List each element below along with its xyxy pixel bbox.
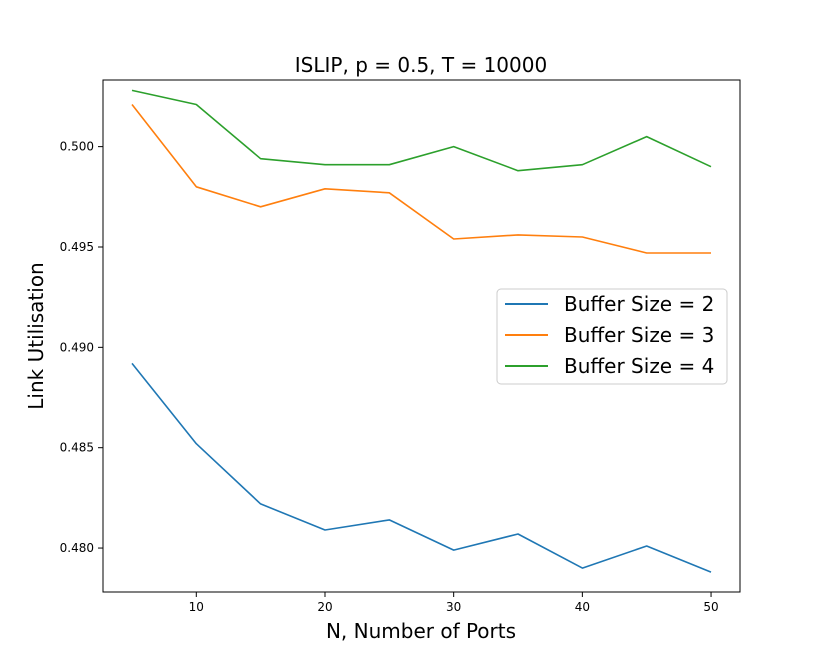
x-tick-label: 50 — [703, 600, 718, 614]
series-line-buffer-size-2 — [131, 362, 712, 573]
x-tick-label: 20 — [317, 600, 332, 614]
x-tick-label: 30 — [446, 600, 461, 614]
series-line-buffer-size-3 — [131, 104, 711, 254]
y-tick-label: 0.495 — [60, 240, 94, 254]
legend-label-buffer-size-2: Buffer Size = 2 — [564, 292, 714, 316]
series-line-buffer-size-4 — [131, 89, 712, 172]
y-tick-label: 0.500 — [60, 140, 94, 154]
y-tick-label: 0.480 — [60, 541, 94, 555]
legend: Buffer Size = 2 Buffer Size = 3 Buffer Siz… — [496, 288, 728, 385]
chart-title: ISLIP, p = 0.5, T = 10000 — [295, 53, 547, 77]
legend-box — [496, 288, 728, 385]
y-axis-ticks: 0.480 0.485 0.490 0.495 0.500 — [60, 140, 103, 555]
y-axis-label: Link Utilisation — [24, 262, 48, 409]
legend-label-buffer-size-4: Buffer Size = 4 — [564, 354, 714, 378]
plot-area-frame — [102, 79, 741, 593]
x-tick-label: 10 — [189, 600, 204, 614]
x-axis-ticks: 10 20 30 40 50 — [189, 592, 719, 614]
x-axis-label: N, Number of Ports — [326, 619, 516, 643]
x-tick-label: 40 — [575, 600, 590, 614]
y-tick-label: 0.485 — [60, 441, 94, 455]
y-tick-label: 0.490 — [60, 340, 94, 354]
legend-label-buffer-size-3: Buffer Size = 3 — [564, 323, 714, 347]
series-lines — [131, 89, 712, 573]
